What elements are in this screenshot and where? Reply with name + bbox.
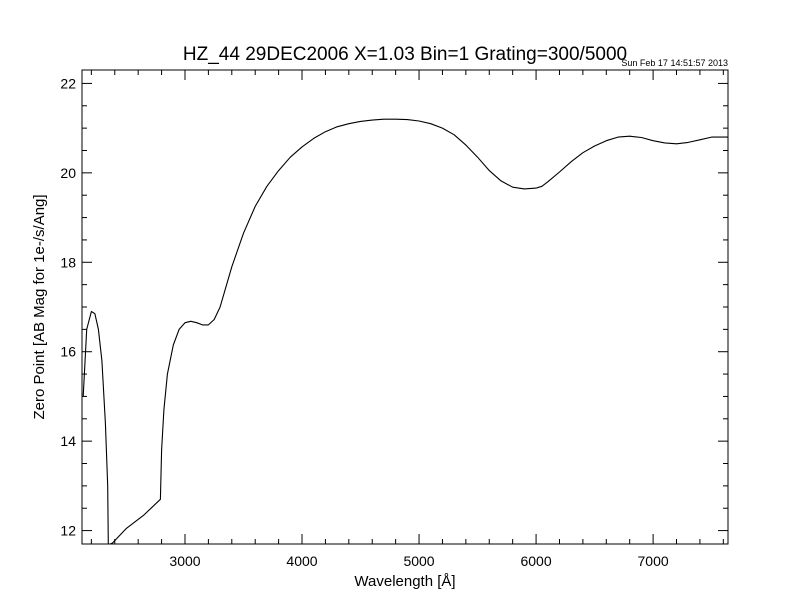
plot-frame xyxy=(81,69,729,545)
y-tick-label: 12 xyxy=(60,523,76,539)
y-tick-labels: 12 14 16 18 20 22 xyxy=(60,75,76,538)
x-tick-label: 4000 xyxy=(286,553,317,569)
x-tick-label: 7000 xyxy=(638,553,669,569)
zero-point-series-line xyxy=(82,118,728,545)
axis-ticks xyxy=(82,70,728,544)
x-tick-label: 5000 xyxy=(403,553,434,569)
chart-title: HZ_44 29DEC2006 X=1.03 Bin=1 Grating=300… xyxy=(183,44,627,65)
y-tick-label: 20 xyxy=(60,165,76,181)
y-tick-label: 16 xyxy=(60,344,76,360)
x-tick-labels: 3000 4000 5000 6000 7000 xyxy=(169,553,668,569)
y-axis-label: Zero Point [AB Mag for 1e-/s/Ang] xyxy=(31,194,48,419)
y-tick-label: 22 xyxy=(60,75,76,91)
x-tick-label: 6000 xyxy=(520,553,551,569)
y-tick-label: 14 xyxy=(60,433,76,449)
y-tick-label: 18 xyxy=(60,254,76,270)
timestamp: Sun Feb 17 14:51:57 2013 xyxy=(621,58,728,68)
x-tick-label: 3000 xyxy=(169,553,200,569)
x-axis-label: Wavelength [Å] xyxy=(354,573,455,590)
